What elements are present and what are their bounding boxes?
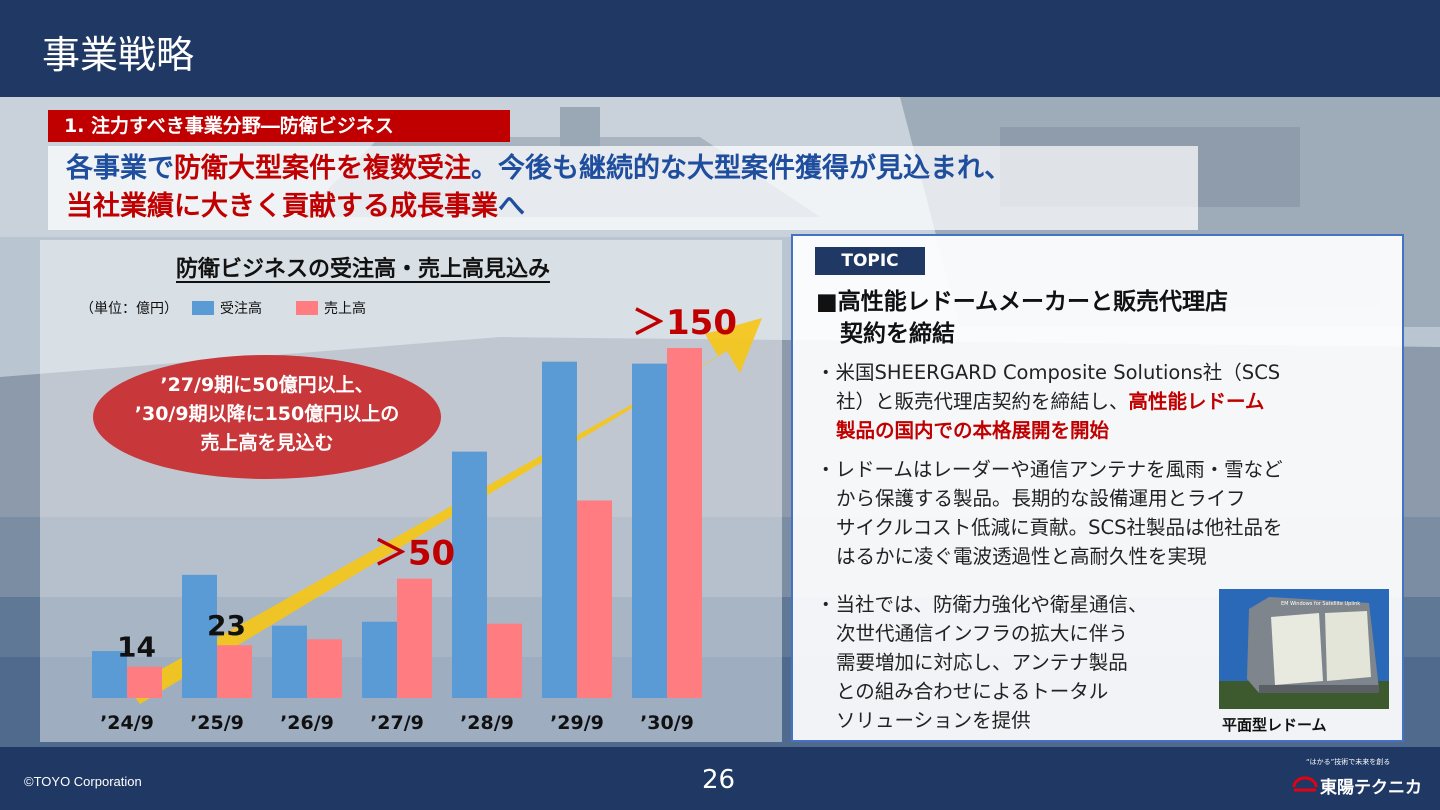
callout-line: ’30/9期以降に150億円以上の (134, 403, 400, 425)
bullet-line: との組み合わせによるトータル (836, 680, 1109, 703)
data-label: 14 (117, 631, 156, 664)
headline-line2: 当社業績に大きく貢献する成長事業へ (66, 191, 525, 222)
bullet-line: ・米国SHEERGARD Composite Solutions社（SCS (816, 361, 1281, 384)
legend-label-sales: 売上高 (324, 301, 366, 317)
headline-highlight: 防衛大型案件を複数受注 (174, 153, 471, 184)
headline-box (48, 146, 1198, 230)
bar-sales (307, 639, 342, 698)
bullet-line: 社）と販売代理店契約を締結し、高性能レドーム (816, 387, 1280, 416)
unit-label: （単位：億円） (80, 301, 178, 317)
topic-bullet-2: ・レドームはレーダーや通信アンテナを風雨・雪など から保護する製品。長期的な設備… (816, 455, 1283, 571)
x-tick-label: ’25/9 (190, 712, 244, 734)
bullet-line: ソリューションを提供 (836, 709, 1031, 732)
logo-mark-icon (1292, 776, 1318, 792)
x-tick-label: ’29/9 (550, 712, 604, 734)
headline-text: へ (498, 191, 525, 222)
x-tick-label: ’30/9 (640, 712, 694, 734)
radome-illustration: EM Windows for Satellite Uplink (1219, 589, 1389, 709)
bar-orders (272, 625, 307, 698)
topic-bullet-3: ・当社では、防衛力強化や衛星通信、 次世代通信インフラの拡大に伴う 需要増加に対… (816, 590, 1148, 735)
topic-badge: TOPIC (815, 247, 925, 275)
forecast-callout: ’27/9期に50億円以上、 ’30/9期以降に150億円以上の 売上高を見込む (93, 355, 441, 479)
bullet-line: ・レドームはレーダーや通信アンテナを風雨・雪など (816, 458, 1283, 481)
page-number: 26 (702, 765, 736, 795)
x-tick-label: ’24/9 (100, 712, 154, 734)
legend-swatch-orders (192, 301, 214, 315)
headline: 各事業で防衛大型案件を複数受注。今後も継続的な大型案件獲得が見込まれ、 当社業績… (66, 150, 1011, 226)
company-logo: “はかる”技術で未来を創る 東陽テクニカ (1292, 757, 1427, 802)
bullet-text: 社）と販売代理店契約を締結し、 (836, 390, 1129, 413)
header-bar: 事業戦略 (0, 0, 1440, 97)
bar-sales (577, 500, 612, 698)
radome-sign: EM Windows for Satellite Uplink (1281, 601, 1360, 607)
footer-bar: ©TOYO Corporation 26 “はかる”技術で未来を創る 東陽テクニ… (0, 747, 1440, 810)
bullet-line: サイクルコスト低減に貢献。SCS社製品は他社品を (836, 516, 1283, 539)
data-label: ＞50 (374, 534, 455, 574)
x-tick-label: ’27/9 (370, 712, 424, 734)
bullet-highlight: 高性能レドーム (1128, 390, 1265, 413)
bar-orders (182, 574, 217, 698)
page-title: 事業戦略 (42, 33, 195, 77)
radome-photo: EM Windows for Satellite Uplink (1219, 589, 1389, 709)
headline-text: 。今後も継続的な大型案件獲得が見込まれ、 (471, 153, 1012, 184)
bar-orders (92, 651, 127, 698)
data-label: 23 (207, 609, 246, 642)
callout-line: ’27/9期に50億円以上、 (160, 374, 374, 396)
topic-heading-line1: ■高性能レドームメーカーと販売代理店 (816, 289, 1229, 315)
bullet-line: から保護する製品。長期的な設備運用とライフ (836, 487, 1246, 510)
legend-item-orders: 受注高 (192, 298, 262, 318)
growth-arrow (128, 318, 762, 704)
chart-title: 防衛ビジネスの受注高・売上高見込み (176, 257, 551, 282)
x-tick-label: ’28/9 (460, 712, 514, 734)
bullet-highlight-line: 製品の国内での本格展開を開始 (836, 419, 1110, 442)
radome-caption: 平面型レドーム (1222, 716, 1327, 734)
bullet-line: ・当社では、防衛力強化や衛星通信、 (816, 593, 1148, 616)
bullet-line: はるかに凌ぐ電波透過性と高耐久性を実現 (836, 545, 1207, 568)
bar-sales (397, 578, 432, 698)
copyright: ©TOYO Corporation (24, 774, 142, 789)
logo-name: 東陽テクニカ (1320, 778, 1422, 798)
bar-orders (632, 363, 667, 698)
callout-line: 売上高を見込む (200, 432, 334, 454)
bar-sales (217, 645, 252, 698)
headline-highlight: 当社業績に大きく貢献する成長事業 (66, 191, 498, 222)
bar-orders (452, 451, 487, 698)
bar-orders (362, 621, 397, 698)
bar-sales (127, 666, 162, 698)
bar-orders (542, 361, 577, 698)
legend-item-sales: 売上高 (296, 298, 366, 318)
headline-text: 各事業で (66, 153, 174, 184)
bar-sales (667, 347, 702, 698)
topic-bullet-1: ・米国SHEERGARD Composite Solutions社（SCS 社）… (816, 358, 1280, 445)
x-tick-label: ’26/9 (280, 712, 334, 734)
headline-line1: 各事業で防衛大型案件を複数受注。今後も継続的な大型案件獲得が見込まれ、 (66, 153, 1011, 184)
data-label: ＞150 (632, 303, 737, 343)
topic-heading-line2: 契約を締結 (840, 321, 955, 347)
legend-swatch-sales (296, 301, 318, 315)
bar-sales (487, 623, 522, 698)
logo-tagline: “はかる”技術で未来を創る (1306, 758, 1391, 766)
topic-heading: ■高性能レドームメーカーと販売代理店 契約を締結 (816, 286, 1228, 350)
bullet-line: 需要増加に対応し、アンテナ製品 (836, 651, 1128, 674)
section-label: 1. 注力すべき事業分野―防衛ビジネス (48, 110, 510, 142)
legend-label-orders: 受注高 (220, 301, 262, 317)
bullet-line: 次世代通信インフラの拡大に伴う (836, 622, 1128, 645)
